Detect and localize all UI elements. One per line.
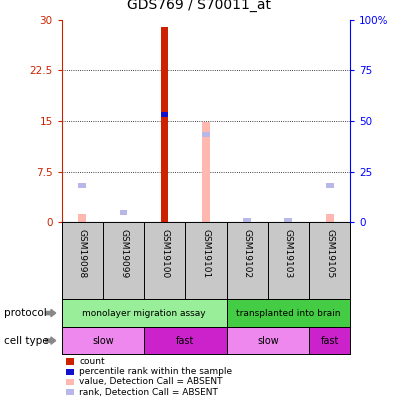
Bar xyxy=(285,217,293,223)
Bar xyxy=(62,299,226,327)
Bar xyxy=(62,327,144,354)
Bar xyxy=(226,299,350,327)
Bar xyxy=(202,122,210,222)
Bar xyxy=(326,183,334,188)
Text: GDS769 / S70011_at: GDS769 / S70011_at xyxy=(127,0,271,12)
Text: cell type: cell type xyxy=(4,336,49,345)
Bar xyxy=(119,209,127,215)
Text: transplanted into brain: transplanted into brain xyxy=(236,309,341,318)
Text: GSM19101: GSM19101 xyxy=(201,228,211,278)
Bar xyxy=(243,217,251,223)
Bar xyxy=(144,327,226,354)
Text: protocol: protocol xyxy=(4,308,47,318)
Text: percentile rank within the sample: percentile rank within the sample xyxy=(79,367,232,376)
Bar xyxy=(285,220,293,222)
Bar xyxy=(78,214,86,222)
Bar xyxy=(326,214,334,222)
Bar xyxy=(309,327,350,354)
Bar xyxy=(226,327,309,354)
Text: fast: fast xyxy=(320,336,339,345)
Text: value, Detection Call = ABSENT: value, Detection Call = ABSENT xyxy=(79,377,223,386)
Text: slow: slow xyxy=(92,336,114,345)
Text: GSM19098: GSM19098 xyxy=(78,228,87,278)
Text: GSM19099: GSM19099 xyxy=(119,228,128,278)
Text: GSM19100: GSM19100 xyxy=(160,228,169,278)
Bar xyxy=(78,183,86,188)
Bar xyxy=(161,27,168,222)
Text: GSM19102: GSM19102 xyxy=(243,228,252,277)
Text: count: count xyxy=(79,357,105,366)
Text: GSM19103: GSM19103 xyxy=(284,228,293,278)
Text: GSM19105: GSM19105 xyxy=(325,228,334,278)
Text: slow: slow xyxy=(257,336,279,345)
Bar xyxy=(243,220,251,222)
Text: monolayer migration assay: monolayer migration assay xyxy=(82,309,206,318)
Bar xyxy=(202,132,210,137)
Text: rank, Detection Call = ABSENT: rank, Detection Call = ABSENT xyxy=(79,388,218,396)
Bar xyxy=(161,112,168,117)
Text: fast: fast xyxy=(176,336,195,345)
